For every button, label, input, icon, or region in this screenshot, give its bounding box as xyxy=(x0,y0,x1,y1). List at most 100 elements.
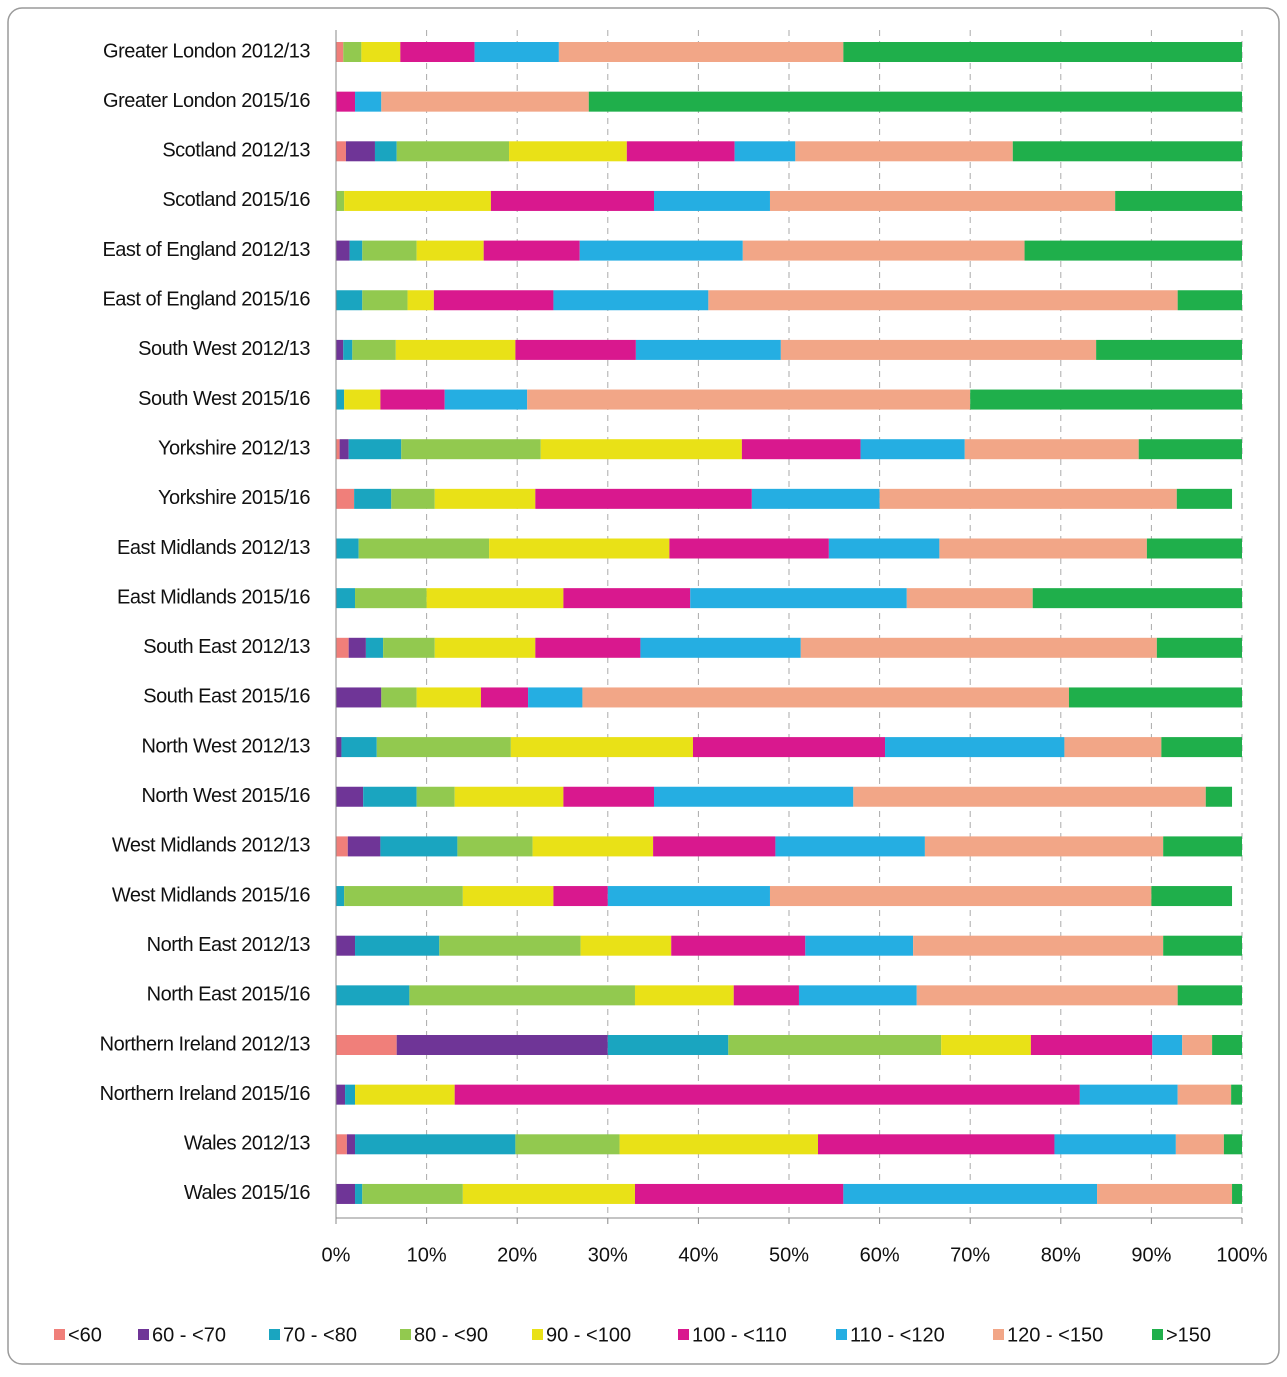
bar-segment xyxy=(345,141,375,162)
y-tick-label: East of England 2012/13 xyxy=(102,239,310,261)
bar-segment xyxy=(1223,1134,1242,1155)
bar-segment xyxy=(733,985,799,1006)
bar-segment xyxy=(1177,290,1242,311)
legend-swatch xyxy=(836,1329,847,1340)
legend-swatch xyxy=(269,1329,280,1340)
legend-swatch xyxy=(678,1329,689,1340)
legend-label: 60 - <70 xyxy=(152,1324,226,1346)
y-tick-label: North West 2012/13 xyxy=(141,735,310,757)
bar-segment xyxy=(916,985,1178,1006)
bar-segment xyxy=(362,240,417,261)
x-tick-label: 80% xyxy=(1041,1244,1081,1266)
bar-segment xyxy=(489,538,670,559)
bar-segment xyxy=(843,42,1242,62)
bar-segment xyxy=(1068,687,1242,708)
bar-segment xyxy=(924,836,1164,857)
bar-segment xyxy=(1146,538,1242,559)
bar-segment xyxy=(348,637,366,658)
x-tick-label: 0% xyxy=(322,1244,351,1266)
bar-segment xyxy=(344,389,381,410)
bar-segment xyxy=(669,538,829,559)
bar-segment xyxy=(474,42,559,62)
bar-segment xyxy=(1212,1035,1242,1055)
bar-segment xyxy=(853,786,1206,807)
bar-segment xyxy=(1177,985,1242,1006)
bar-segment xyxy=(1115,190,1242,211)
bar-segment xyxy=(396,1035,608,1055)
bar-segment xyxy=(416,240,484,261)
bar-segment xyxy=(1156,637,1242,658)
bar-segment xyxy=(879,488,1177,509)
y-tick-label: Greater London 2012/13 xyxy=(103,40,310,62)
bar-segment xyxy=(728,1035,942,1055)
bar-segment xyxy=(1231,1084,1242,1105)
bar-segment xyxy=(671,935,806,956)
bar-segment xyxy=(349,240,363,261)
bar-segment xyxy=(336,886,345,907)
legend-label: 100 - <110 xyxy=(692,1324,787,1346)
bar-segment xyxy=(1064,737,1162,758)
bar-segment xyxy=(580,935,672,956)
bar-segment xyxy=(346,1134,356,1155)
bar-segment xyxy=(1151,886,1233,907)
bar-segment xyxy=(336,588,356,609)
x-tick-label: 70% xyxy=(950,1244,990,1266)
legend-swatch xyxy=(993,1329,1004,1340)
bar-segment xyxy=(588,91,1242,112)
bar-segment xyxy=(509,141,627,162)
bar-segment xyxy=(535,488,752,509)
bar-segment xyxy=(553,886,608,907)
bar-segment xyxy=(1177,1084,1232,1105)
legend-swatch xyxy=(1152,1329,1163,1340)
bar-segment xyxy=(362,290,408,311)
bar-segment xyxy=(634,1183,844,1204)
bar-segment xyxy=(396,141,510,162)
bar-segment xyxy=(336,935,356,956)
bar-segment xyxy=(336,1084,346,1105)
bar-segment xyxy=(336,389,345,410)
bar-segment xyxy=(439,935,581,956)
legend-swatch xyxy=(400,1329,411,1340)
bar-segment xyxy=(941,1035,1031,1055)
y-tick-label: North East 2015/16 xyxy=(147,984,311,1006)
bar-segment xyxy=(654,786,854,807)
bar-segment xyxy=(336,985,410,1006)
bar-segment xyxy=(1152,1035,1183,1055)
bar-segment xyxy=(336,488,355,509)
y-tick-label: Wales 2015/16 xyxy=(184,1182,311,1204)
bar-segment xyxy=(355,1183,363,1204)
x-tick-label: 60% xyxy=(860,1244,900,1266)
y-tick-label: Northern Ireland 2012/13 xyxy=(100,1033,311,1055)
bar-segment xyxy=(444,389,528,410)
bar-segment xyxy=(345,1084,356,1105)
bar-segment xyxy=(634,985,734,1006)
bar-segment xyxy=(336,836,348,857)
bar-segment xyxy=(343,339,353,360)
legend-swatch xyxy=(54,1329,65,1340)
bar-segment xyxy=(355,588,427,609)
bar-segment xyxy=(454,1084,1080,1105)
bar-segment xyxy=(769,190,1116,211)
bar-segment xyxy=(380,389,445,410)
y-tick-label: Wales 2012/13 xyxy=(184,1133,311,1155)
bar-segment xyxy=(626,141,735,162)
bar-segment xyxy=(527,389,971,410)
bar-segment xyxy=(433,290,554,311)
bar-segment xyxy=(347,836,381,857)
bar-segment xyxy=(381,687,417,708)
bar-segment xyxy=(336,786,364,807)
legend-label: 120 - <150 xyxy=(1007,1324,1103,1346)
legend-label: 80 - <90 xyxy=(414,1324,488,1346)
bar-segment xyxy=(336,637,349,658)
bar-segment xyxy=(344,886,463,907)
bar-segment xyxy=(355,1084,455,1105)
bar-segment xyxy=(913,935,1164,956)
y-tick-label: West Midlands 2012/13 xyxy=(112,835,311,857)
legend-label: 70 - <80 xyxy=(283,1324,357,1346)
bar-segment xyxy=(939,538,1147,559)
bar-segment xyxy=(798,985,917,1006)
bar-segment xyxy=(619,1134,818,1155)
y-tick-label: Northern Ireland 2015/16 xyxy=(100,1083,311,1105)
bar-segment xyxy=(336,538,359,559)
bar-segment xyxy=(817,1134,1055,1155)
